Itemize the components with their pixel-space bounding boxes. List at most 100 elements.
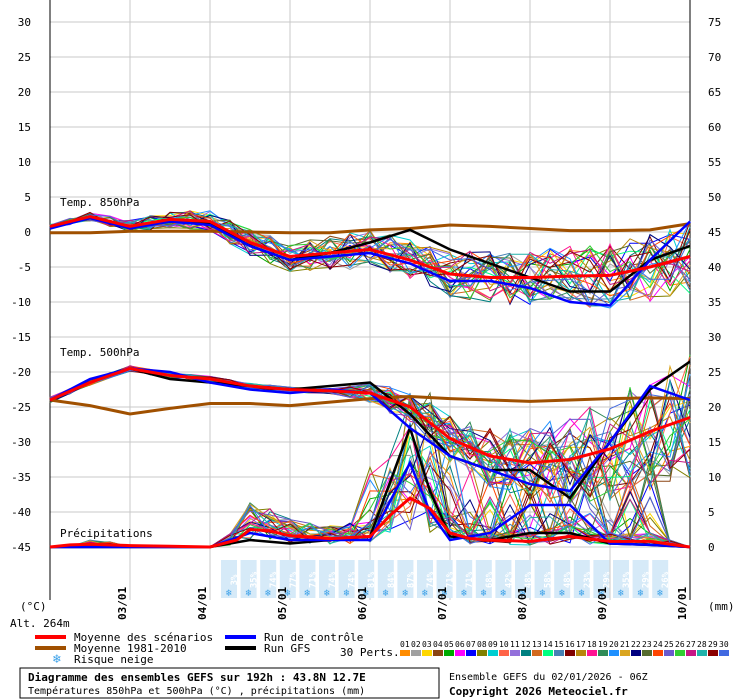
pert-num-25: 25 <box>664 640 674 649</box>
pert-num-15: 15 <box>554 640 564 649</box>
pert-swatch-05 <box>444 650 454 656</box>
right-axis-unit: (mm) <box>708 600 735 613</box>
snow-pct-12: 71% <box>465 571 475 588</box>
snow-cell-1 <box>240 560 257 598</box>
left-tick-label-3: 15 <box>18 121 31 134</box>
pert-swatch-12 <box>521 650 531 656</box>
snow-pct-13: 68% <box>485 571 495 588</box>
legend-climo-label: Moyenne 1981-2010 <box>74 642 187 655</box>
snow-cell-19 <box>593 560 610 598</box>
snow-flake-11: ❄ <box>442 588 449 599</box>
snow-cell-9 <box>397 560 414 598</box>
legend-mean-label: Moyenne des scénarios <box>74 631 213 644</box>
date-label-3: 06/01 <box>356 587 369 620</box>
pert-num-07: 07 <box>466 640 476 649</box>
pert-29-t850 <box>49 211 691 294</box>
snow-pct-7: 81% <box>367 571 377 588</box>
pert-legend-swatches: 01 02 03 04 05 06 07 08 09 10 11 12 13 14 15 16 17 18 19 20… <box>400 640 729 656</box>
snow-flake-18: ❄ <box>579 588 586 599</box>
pert-swatch-22 <box>631 650 641 656</box>
snow-flake-19: ❄ <box>598 588 605 599</box>
snow-flake-9: ❄ <box>402 588 409 599</box>
right-tick-label-2: 65 <box>708 86 721 99</box>
snow-pct-18: 23% <box>583 571 593 588</box>
snow-pct-20: 35% <box>622 571 632 588</box>
legend-control-label: Run de contrôle <box>264 631 363 644</box>
pert-num-08: 08 <box>477 640 487 649</box>
left-tick-label-2: 20 <box>18 86 31 99</box>
pert-swatch-01 <box>400 650 410 656</box>
pert-num-01: 01 <box>400 640 410 649</box>
left-tick-label-12: -30 <box>11 436 31 449</box>
left-axis-unit: (°C) <box>20 600 47 613</box>
pert-swatch-13 <box>532 650 542 656</box>
pert-num-03: 03 <box>422 640 432 649</box>
left-tick-label-10: -20 <box>11 366 31 379</box>
snow-pct-19: 29% <box>602 571 612 588</box>
legend-gfs-label: Run GFS <box>264 642 310 655</box>
snow-cell-12 <box>456 560 473 598</box>
pert-swatch-04 <box>433 650 443 656</box>
snow-cell-20 <box>613 560 629 598</box>
chart-title: Diagramme des ensembles GEFS sur 192h : … <box>28 671 366 684</box>
pert-num-06: 06 <box>455 640 465 649</box>
pert-swatch-24 <box>653 650 663 656</box>
pert-num-28: 28 <box>697 640 707 649</box>
right-tick-label-13: 10 <box>708 471 721 484</box>
legend-perts-label: 30 Perts. <box>340 646 400 659</box>
date-label-7: 10/01 <box>676 587 689 620</box>
snow-cell-17 <box>554 560 571 598</box>
left-tick-label-0: 30 <box>18 16 31 29</box>
pert-num-29: 29 <box>708 640 718 649</box>
pert-num-19: 19 <box>598 640 608 649</box>
pert-swatch-28 <box>697 650 707 656</box>
pert-num-30: 30 <box>719 640 729 649</box>
pert-swatch-20 <box>609 650 619 656</box>
pert-swatch-09 <box>488 650 498 656</box>
pert-swatch-08 <box>477 650 487 656</box>
snow-pct-8: 84% <box>387 571 397 588</box>
pert-swatch-17 <box>576 650 586 656</box>
pert-swatch-29 <box>708 650 718 656</box>
right-tick-label-14: 5 <box>708 506 715 519</box>
snow-flake-15: ❄ <box>520 588 527 599</box>
pert-num-12: 12 <box>521 640 531 649</box>
snow-pct-5: 74% <box>328 571 338 588</box>
title-box <box>19 667 440 699</box>
pert-num-14: 14 <box>543 640 553 649</box>
section-label-t500: Temp. 500hPa <box>60 346 139 359</box>
date-label-2: 05/01 <box>276 587 289 620</box>
pert-swatch-10 <box>499 650 509 656</box>
pert-swatch-21 <box>620 650 630 656</box>
pert-swatch-27 <box>686 650 696 656</box>
snow-flake-0: ❄ <box>226 588 233 599</box>
altitude-label: Alt. 264m <box>10 617 70 630</box>
snow-flake-4: ❄ <box>304 588 311 599</box>
pert-num-27: 27 <box>686 640 696 649</box>
snow-cell-4 <box>299 560 316 598</box>
right-tick-label-8: 35 <box>708 296 721 309</box>
date-label-0: 03/01 <box>116 587 129 620</box>
snow-flake-7: ❄ <box>363 588 370 599</box>
left-tick-label-4: 10 <box>18 156 31 169</box>
snow-pct-15: 48% <box>524 571 534 588</box>
snow-cell-0 <box>221 560 237 598</box>
pert-swatch-23 <box>642 650 652 656</box>
snow-pct-0: 3% <box>230 574 240 585</box>
pert-swatch-14 <box>543 650 553 656</box>
copyright: Copyright 2026 Meteociel.fr <box>449 685 628 698</box>
pert-7-t850 <box>49 213 691 306</box>
legend: Moyenne des scénarios Moyenne 1981-2010 … <box>35 631 729 667</box>
snow-pct-10: 74% <box>426 571 436 588</box>
pert-num-04: 04 <box>433 640 443 649</box>
snow-pct-17: 48% <box>563 571 573 588</box>
series-2-t850 <box>49 216 691 307</box>
pert-num-21: 21 <box>620 640 630 649</box>
snow-pct-2: 74% <box>269 571 279 588</box>
pert-num-16: 16 <box>565 640 575 649</box>
right-tick-label-4: 55 <box>708 156 721 169</box>
right-tick-label-1: 70 <box>708 51 721 64</box>
chart-subtitle: Températures 850hPa et 500hPa (°C) , pré… <box>28 685 365 697</box>
pert-swatch-02 <box>411 650 421 656</box>
